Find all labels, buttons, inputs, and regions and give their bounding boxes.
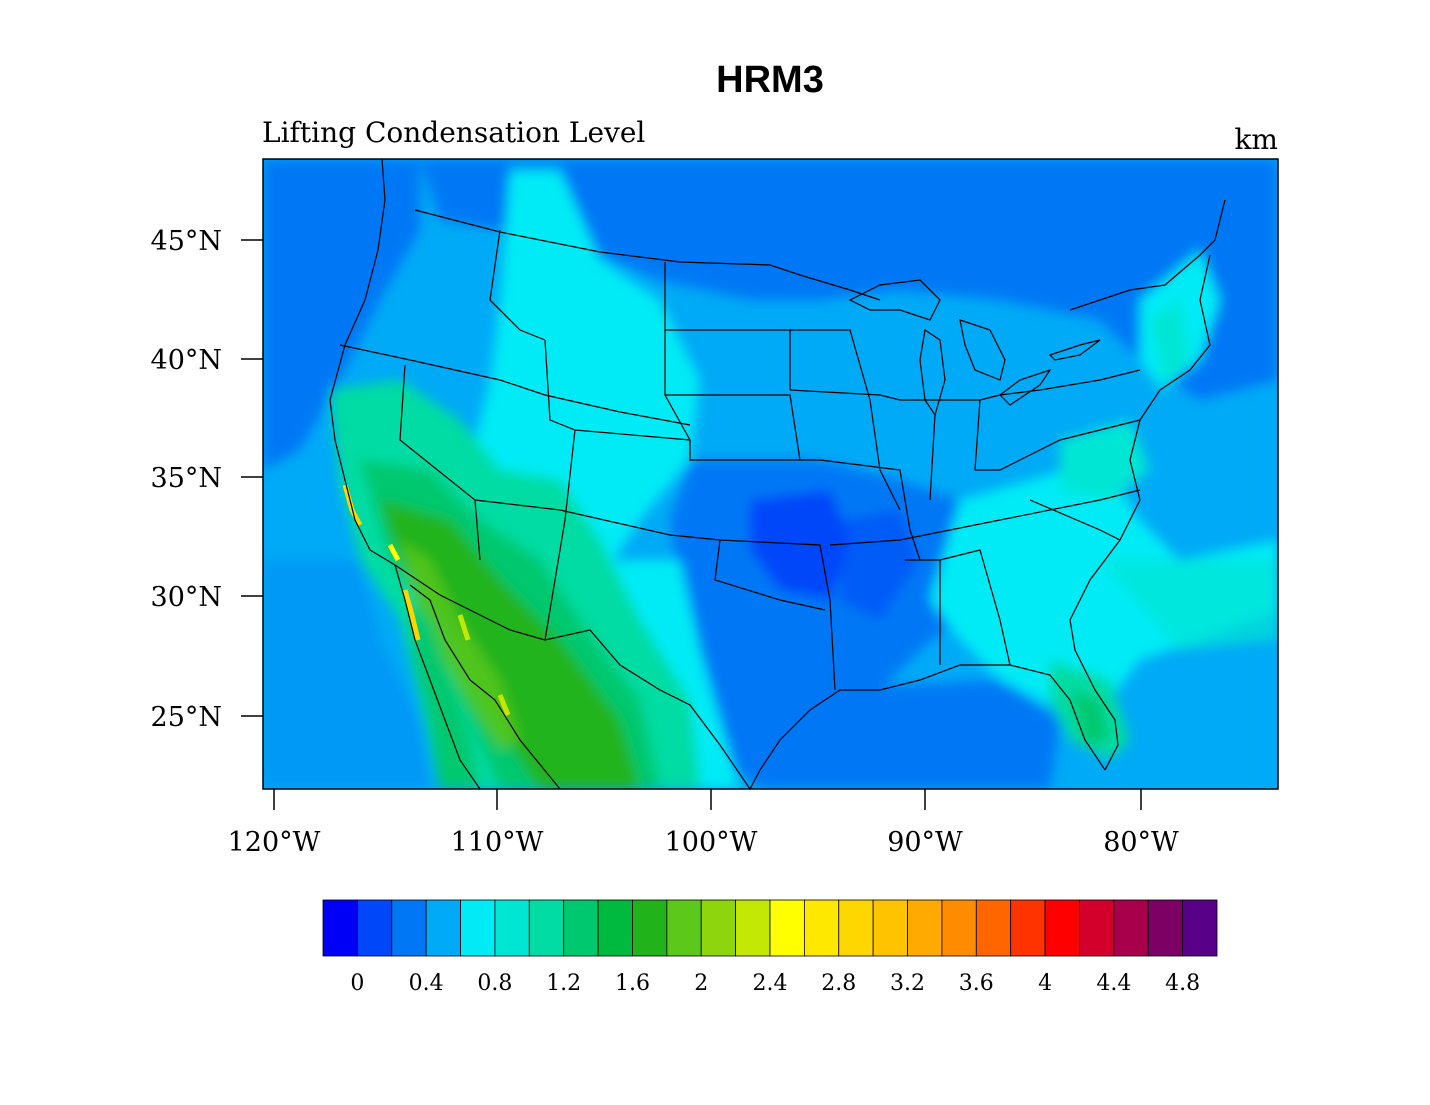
colorbar-swatch <box>975 899 1012 957</box>
longitude-axis: 120°W 110°W 100°W 90°W 80°W <box>228 789 1179 858</box>
lon-tick-label: 110°W <box>451 827 544 858</box>
colorbar-swatch <box>597 899 633 957</box>
colorbar-swatch <box>494 899 530 957</box>
lon-tick-label: 90°W <box>887 827 963 858</box>
lat-tick-label: 30°N <box>151 582 222 613</box>
colorbar-swatch <box>460 899 496 957</box>
boundaries <box>329 159 1226 789</box>
colorbar-swatch <box>356 899 393 957</box>
colorbar-swatch <box>1044 899 1080 957</box>
colorbar-swatch <box>769 899 805 957</box>
colorbar-swatch <box>425 899 461 957</box>
colorbar <box>322 899 1218 957</box>
lon-tick-label: 100°W <box>665 827 758 858</box>
lat-tick-label: 35°N <box>151 463 222 494</box>
colorbar-swatch <box>803 899 840 957</box>
colorbar-tick-label: 4.4 <box>1096 971 1131 996</box>
colorbar-swatch <box>1079 899 1115 957</box>
lon-tick-label: 120°W <box>228 827 321 858</box>
colorbar-tick-label: 0.4 <box>409 971 444 996</box>
lat-tick-label: 40°N <box>151 345 222 376</box>
colorbar-swatch <box>322 899 358 957</box>
units-label: km <box>1234 123 1278 156</box>
colorbar-swatch <box>700 899 737 957</box>
colorbar-swatch <box>632 899 668 957</box>
colorbar-tick-label: 1.6 <box>615 971 650 996</box>
colorbar-swatch <box>563 899 599 957</box>
colorbar-tick-label: 2.4 <box>753 971 788 996</box>
colorbar-tick-label: 4.8 <box>1165 971 1200 996</box>
high-lcl-streaks <box>342 484 511 716</box>
colorbar-tick-label: 4 <box>1038 971 1052 996</box>
colorbar-tick-label: 0 <box>350 971 364 996</box>
colorbar-swatch <box>838 899 874 957</box>
lat-tick-label: 45°N <box>151 226 222 257</box>
colorbar-labels: 0 0.4 0.8 1.2 1.6 2 2.4 2.8 3.2 3.6 4 4.4 4.8 <box>350 971 1200 996</box>
colorbar-swatch <box>1147 899 1184 957</box>
latitude-axis: 45°N 40°N 35°N 30°N 25°N <box>151 226 263 733</box>
lat-tick-label: 25°N <box>151 702 222 733</box>
colorbar-swatch <box>941 899 977 957</box>
colorbar-tick-label: 3.6 <box>959 971 994 996</box>
colorbar-swatch <box>872 899 908 957</box>
colorbar-tick-label: 2.8 <box>821 971 856 996</box>
colorbar-swatch <box>1010 899 1046 957</box>
colorbar-swatch <box>528 899 565 957</box>
chart-title: HRM3 <box>716 59 824 101</box>
colorbar-swatch <box>1113 899 1149 957</box>
lon-tick-label: 80°W <box>1103 827 1179 858</box>
variable-label: Lifting Condensation Level <box>262 116 645 149</box>
colorbar-tick-label: 1.2 <box>546 971 581 996</box>
map-frame <box>262 158 1279 790</box>
colorbar-tick-label: 3.2 <box>890 971 925 996</box>
colorbar-tick-label: 2 <box>694 971 708 996</box>
map-field <box>263 159 1278 789</box>
colorbar-swatch <box>907 899 943 957</box>
colorbar-swatch <box>391 899 427 957</box>
colorbar-swatch <box>1182 899 1218 957</box>
colorbar-swatch <box>735 899 771 957</box>
colorbar-swatch <box>666 899 702 957</box>
colorbar-tick-label: 0.8 <box>477 971 512 996</box>
